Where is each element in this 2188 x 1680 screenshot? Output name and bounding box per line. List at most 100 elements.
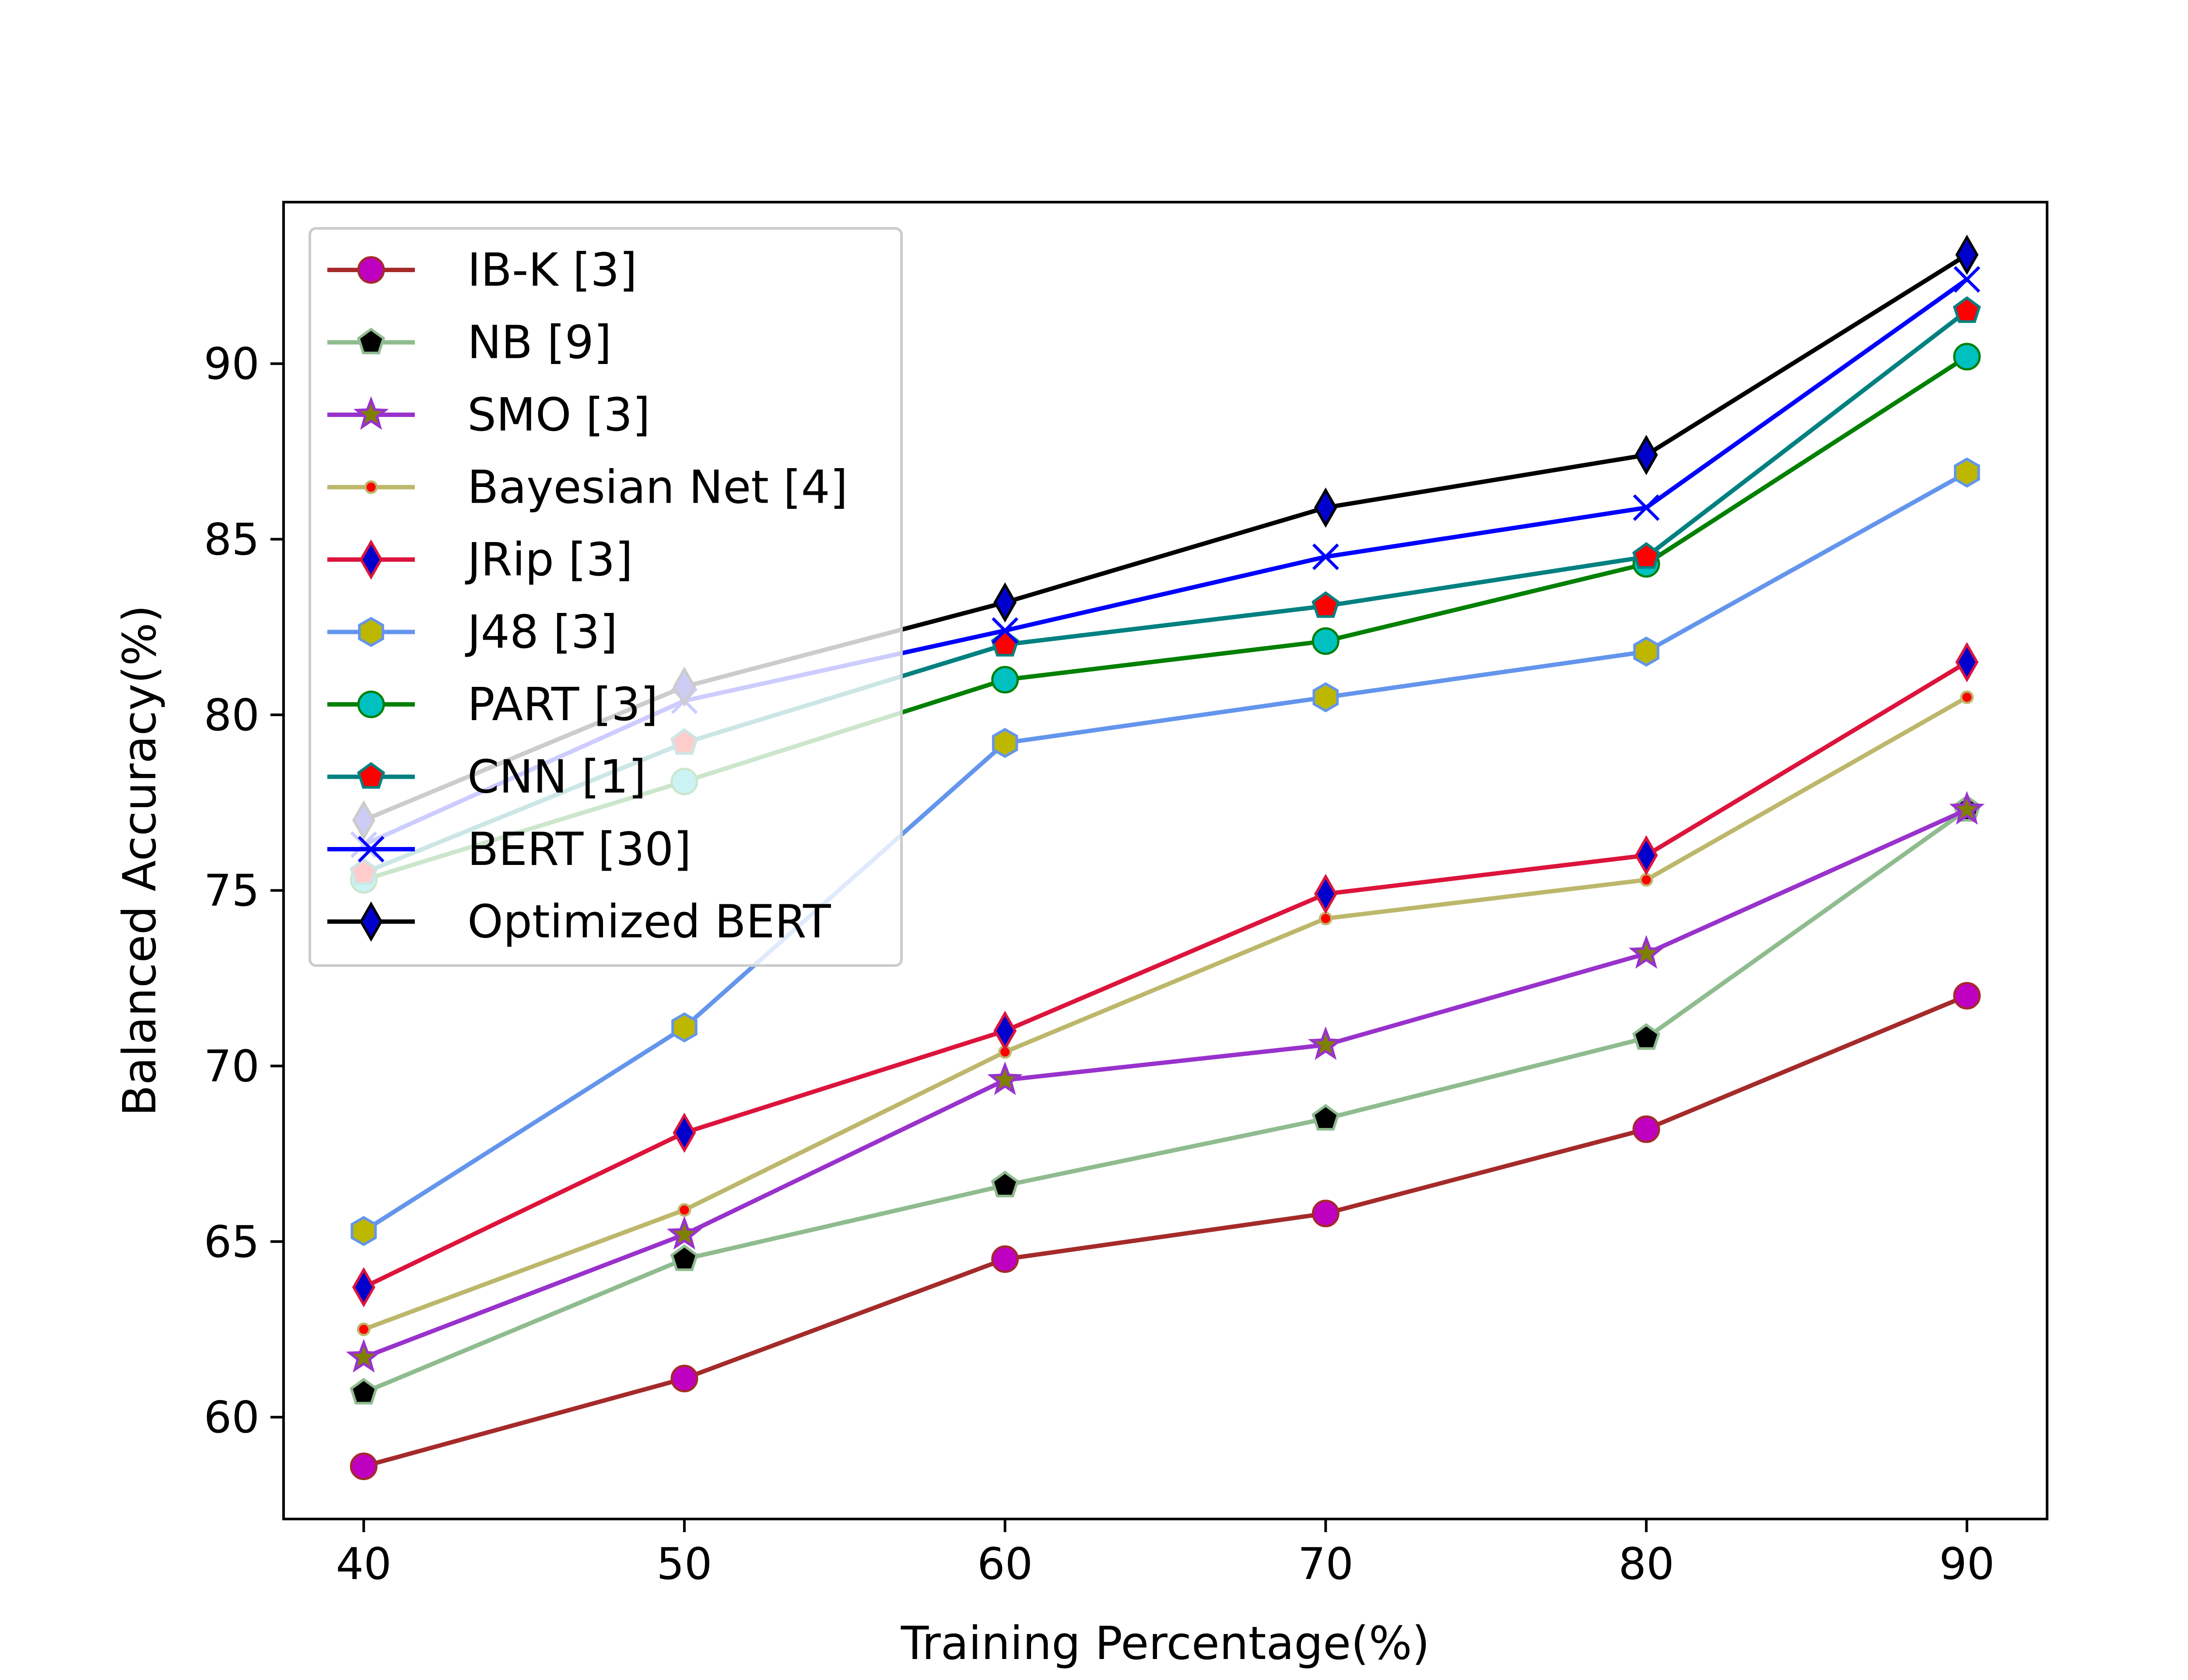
x-tick-label: 90 xyxy=(1939,1538,1995,1589)
data-point xyxy=(1953,296,1981,323)
legend-item: PART [3] xyxy=(327,678,658,731)
y-tick-label: 60 xyxy=(204,1392,259,1443)
data-point xyxy=(1314,487,1337,528)
series-line xyxy=(362,470,1968,1233)
data-point xyxy=(992,617,1019,644)
data-point xyxy=(993,582,1017,623)
legend-label: CNN [1] xyxy=(467,750,646,804)
data-point xyxy=(1632,542,1661,569)
data-point xyxy=(1634,835,1658,875)
legend-label: J48 [3] xyxy=(465,606,617,659)
series-0 xyxy=(350,982,1981,1480)
data-point xyxy=(1628,935,1664,969)
legend-item: NB [9] xyxy=(327,316,612,369)
plot-frame xyxy=(282,201,2048,1520)
legend-item: BERT [30] xyxy=(327,822,691,876)
data-point xyxy=(670,1244,698,1271)
data-point xyxy=(671,1012,698,1043)
legend-marker xyxy=(357,762,386,789)
data-point xyxy=(350,1452,378,1480)
legend-label: JRip [3] xyxy=(465,533,633,586)
series-4 xyxy=(352,642,1979,1308)
data-point xyxy=(351,1216,377,1246)
data-point xyxy=(1633,494,1660,521)
legend-label: Optimized BERT xyxy=(467,895,831,948)
data-point xyxy=(1634,434,1658,475)
x-marker-stroke xyxy=(1953,266,1981,293)
data-point xyxy=(1311,1104,1340,1131)
legend-label: NB [9] xyxy=(467,316,612,369)
data-point xyxy=(1953,266,1981,293)
legend-label: IB-K [3] xyxy=(467,243,637,297)
data-point xyxy=(1955,234,1979,275)
data-point xyxy=(1953,982,1981,1010)
y-tick-label: 90 xyxy=(204,338,259,389)
y-axis-label: Balanced Accuracy(%) xyxy=(113,605,166,1116)
legend-box xyxy=(309,227,903,967)
series-line xyxy=(363,695,1968,1332)
data-point xyxy=(991,666,1019,694)
legend-marker xyxy=(357,256,385,284)
legend-item: IB-K [3] xyxy=(327,243,637,297)
data-point xyxy=(1633,636,1659,667)
legend: IB-K [3] NB [9] SMO [3] Bayesian Net [4] JRi… xyxy=(309,227,903,967)
y-tick-label: 65 xyxy=(204,1216,259,1267)
legend-item: Bayesian Net [4] xyxy=(327,461,848,514)
legend-item: CNN [1] xyxy=(327,750,646,804)
legend-label: Bayesian Net [4] xyxy=(467,461,848,514)
x-axis: 40 50 60 70 80 90 xyxy=(336,1519,1995,1589)
y-tick-label: 80 xyxy=(204,690,259,741)
data-point xyxy=(1955,642,1979,682)
legend-marker xyxy=(358,836,385,863)
legend-marker xyxy=(357,690,385,718)
data-point xyxy=(346,1339,382,1373)
x-tick-label: 40 xyxy=(336,1538,392,1589)
data-point xyxy=(1639,873,1653,887)
legend-marker xyxy=(358,617,384,647)
x-marker-stroke xyxy=(1312,543,1339,570)
series-line xyxy=(363,660,1968,1289)
legend-item: SMO [3] xyxy=(327,388,650,441)
x-tick-label: 50 xyxy=(656,1538,712,1589)
legend-marker xyxy=(359,901,383,942)
y-axis: 60 65 70 75 80 85 90 xyxy=(204,338,284,1443)
y-tick-label: 75 xyxy=(204,865,259,916)
data-point xyxy=(987,1061,1023,1096)
legend-item: J48 [3] xyxy=(327,606,617,659)
y-tick-label: 70 xyxy=(204,1041,259,1092)
data-point xyxy=(1954,457,1980,488)
data-point xyxy=(992,728,1018,758)
data-point xyxy=(1960,690,1974,704)
data-point xyxy=(1311,627,1339,655)
data-point xyxy=(670,1365,698,1393)
legend-item: JRip [3] xyxy=(327,533,633,586)
data-point xyxy=(1312,543,1339,570)
data-point xyxy=(1318,911,1332,925)
series-5 xyxy=(351,457,1980,1246)
legend-marker xyxy=(359,539,383,580)
data-point xyxy=(357,1323,371,1337)
data-point xyxy=(677,1203,691,1217)
x-marker-stroke xyxy=(358,836,385,863)
x-axis-label: Training Percentage(%) xyxy=(901,1617,1430,1670)
data-point xyxy=(1949,791,1985,825)
legend-marker xyxy=(364,480,378,494)
legend-marker xyxy=(357,327,386,354)
legend-marker xyxy=(353,396,389,430)
data-point xyxy=(1953,343,1981,371)
data-point xyxy=(1314,874,1337,914)
x-tick-label: 70 xyxy=(1298,1538,1353,1589)
data-point xyxy=(991,1245,1019,1273)
x-marker-stroke xyxy=(1633,494,1660,521)
data-point xyxy=(1311,1200,1339,1228)
legend-label: BERT [30] xyxy=(467,822,691,876)
series-2 xyxy=(346,791,1985,1373)
series-line xyxy=(363,808,1968,1395)
data-point xyxy=(673,1113,696,1153)
data-point xyxy=(1632,1115,1660,1143)
data-point xyxy=(1312,682,1339,713)
data-point xyxy=(352,1267,375,1308)
legend-label: PART [3] xyxy=(467,678,658,731)
series-line xyxy=(363,808,1968,1360)
